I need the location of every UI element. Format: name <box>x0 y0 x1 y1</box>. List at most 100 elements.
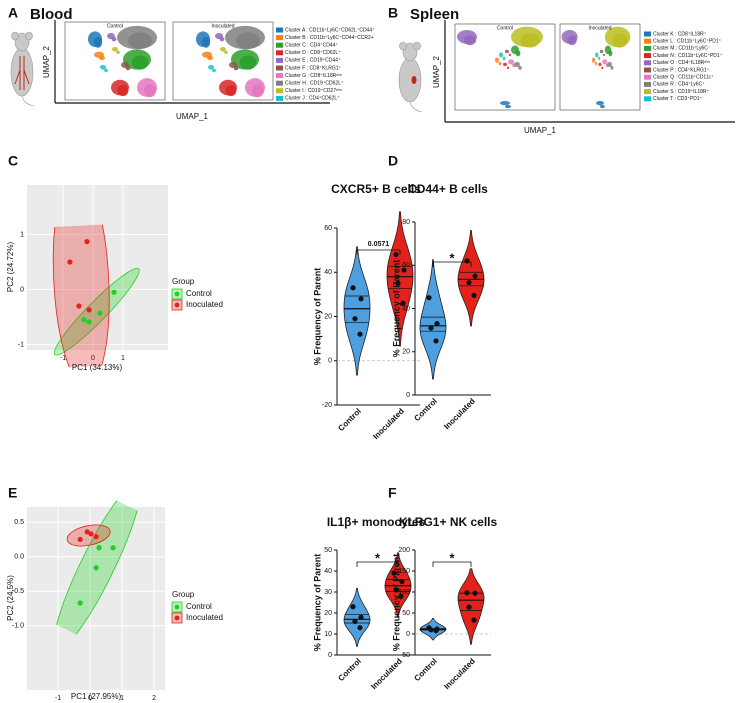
data-point <box>401 267 407 273</box>
data-point <box>93 565 99 571</box>
y-tick-label: 150 <box>398 568 410 575</box>
cluster-blob <box>212 68 216 72</box>
y-axis-label: % Frequency of Parent <box>391 554 401 652</box>
cluster-blob <box>601 66 604 70</box>
panel-label: A <box>8 5 18 21</box>
cluster-blob <box>515 50 521 57</box>
legend-title: Group <box>172 590 195 599</box>
x-tick-label: 2 <box>152 695 156 702</box>
cluster-blob <box>207 55 213 61</box>
legend-swatch <box>644 81 651 87</box>
legend-label: Cluster L : CD11b⁺Ly6C⁺PD1⁺ <box>653 39 722 45</box>
cluster-blob <box>100 64 106 70</box>
cluster-blob <box>252 84 264 98</box>
data-point <box>471 617 477 623</box>
significance-label: * <box>449 550 455 565</box>
y-tick-label: 0.5 <box>14 519 24 526</box>
cluster-blob <box>505 49 509 54</box>
cluster-blob <box>607 61 612 67</box>
cluster-blob <box>603 53 605 57</box>
panel-title: Control <box>497 25 513 31</box>
data-point <box>97 310 103 316</box>
y-tick-label: -1 <box>18 341 24 348</box>
data-point <box>395 280 401 286</box>
legend-swatch <box>644 53 651 59</box>
data-point <box>86 307 92 313</box>
y-tick-label: 100 <box>398 589 410 596</box>
legend-label: Cluster H : CD19⁺CD62L⁺ <box>285 81 344 87</box>
data-point <box>433 338 439 344</box>
y-tick-label: 200 <box>398 547 410 554</box>
legend-swatch <box>276 80 283 86</box>
x-axis-label: PC1 (34.13%) <box>72 363 123 372</box>
data-point <box>358 614 364 620</box>
data-point <box>93 534 99 540</box>
legend-swatch <box>644 31 651 37</box>
chart-title: Blood <box>30 6 73 23</box>
y-tick-label: 30 <box>324 589 332 596</box>
y-axis-label: UMAP_2 <box>42 45 51 78</box>
cluster-blob <box>610 66 614 70</box>
cluster-blob <box>99 55 105 61</box>
x-axis-label: PC1 (27.95%) <box>71 692 122 701</box>
panel-title: Control <box>107 23 123 29</box>
data-point <box>472 273 478 279</box>
cluster-blob <box>224 50 228 55</box>
cluster-blob <box>602 59 608 65</box>
legend-swatch <box>276 73 283 79</box>
y-tick-label: -50 <box>400 652 410 659</box>
cluster-blob <box>125 65 131 71</box>
data-point <box>84 239 90 245</box>
legend-label: Cluster E : CD19⁺CD44⁺ <box>285 58 341 64</box>
legend-label: Cluster O : CD4⁺IL18Rᵈⁱᵐ <box>653 59 710 66</box>
legend-swatch <box>276 50 283 56</box>
significance-bracket <box>356 561 399 567</box>
y-tick-label: 60 <box>402 262 410 269</box>
y-tick-label: 20 <box>324 313 332 320</box>
legend-swatch <box>276 42 283 48</box>
umap-clusters <box>196 25 265 98</box>
cluster-blob <box>612 33 628 48</box>
data-point <box>391 570 397 576</box>
data-point <box>84 529 90 535</box>
legend-dot <box>174 302 180 308</box>
legend-label: Cluster R : CD4⁺Ly6C⁺ <box>653 82 705 88</box>
y-tick-label: 50 <box>402 610 410 617</box>
panel-title: Inoculated <box>588 25 611 31</box>
legend-swatch <box>276 35 283 41</box>
cluster-blob <box>236 32 260 49</box>
data-point <box>398 593 404 599</box>
data-point <box>88 531 94 537</box>
panel-title: Inoculated <box>211 23 234 29</box>
cluster-blob <box>508 59 514 65</box>
y-axis-label: % Frequency of Parent <box>312 554 322 652</box>
cluster-blob <box>499 52 503 58</box>
umap-clusters <box>561 26 631 109</box>
confidence-ellipse <box>53 268 140 356</box>
violin <box>457 230 485 327</box>
legend-swatch <box>276 27 283 33</box>
cluster-blob <box>595 52 599 58</box>
cluster-blob <box>208 64 214 70</box>
x-axis-label: UMAP_1 <box>176 112 209 121</box>
data-point <box>358 296 364 302</box>
data-point <box>350 285 356 291</box>
chart-title: KLRG1+ NK cells <box>399 515 498 529</box>
legend-swatch <box>644 38 651 44</box>
data-point <box>428 627 434 633</box>
umap-clusters <box>88 25 157 98</box>
y-axis-label: PC2 (24.5%) <box>6 575 15 621</box>
cluster-blob <box>131 55 149 70</box>
cluster-blob <box>225 85 237 97</box>
cluster-blob <box>93 36 103 48</box>
y-tick-label: 20 <box>324 610 332 617</box>
significance-bracket <box>432 261 472 267</box>
legend-swatch <box>644 96 651 102</box>
panel-label: C <box>8 153 18 169</box>
y-tick-label: 80 <box>402 219 410 226</box>
y-tick-label: 0 <box>20 286 24 293</box>
data-point <box>81 317 87 323</box>
x-tick-label: 1 <box>120 695 124 702</box>
cluster-blob <box>567 35 577 46</box>
violin <box>419 259 447 380</box>
